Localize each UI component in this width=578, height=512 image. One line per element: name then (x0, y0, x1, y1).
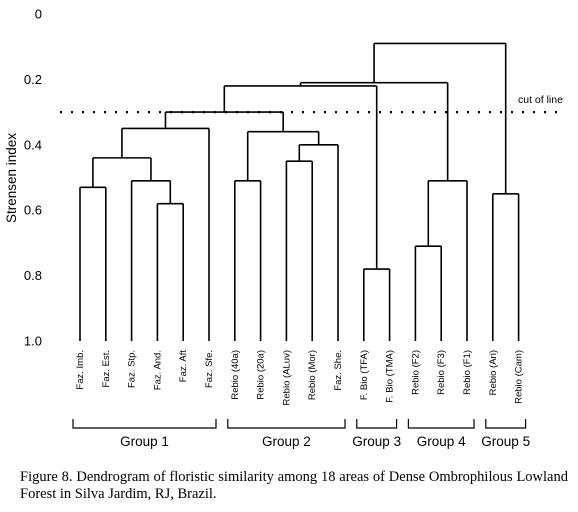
y-tick-label: 0 (35, 7, 42, 22)
group-label: Group 1 (120, 434, 169, 449)
dendrogram-chart: Strensen index 0 0.2 0.4 0.6 0.8 1.0 Faz. Imb… (4, 7, 563, 450)
leaf-label: Rebio (F1) (462, 350, 473, 395)
group-bracket (72, 419, 217, 429)
leaf-label: Rebio (F2) (410, 350, 421, 395)
leaf-label: Faz. And. (152, 350, 163, 390)
leaf-label: F. Bio (TMA) (385, 350, 396, 403)
group-bracket (227, 419, 346, 429)
leaf-label: Rebio (F3) (436, 350, 447, 395)
leaf-label: Rebio (Cam) (514, 350, 525, 404)
leaf-label: Faz. Imb. (75, 350, 86, 390)
y-tick-label: 0.8 (24, 268, 42, 283)
y-tick-label: 0.4 (24, 137, 42, 152)
y-axis-label: Strensen index (4, 133, 19, 223)
leaf-label: Faz. Stp. (127, 350, 138, 388)
y-tick-label: 1.0 (24, 334, 42, 349)
group-label: Group 5 (481, 434, 530, 449)
group-label: Group 4 (417, 434, 466, 449)
leaf-label: Rebio (Ari) (488, 350, 499, 395)
leaf-label: Rebio (ALuv) (281, 350, 292, 405)
cut-off-label: cut of line (518, 94, 563, 106)
group-bracket (407, 419, 475, 429)
leaf-label: Rebio (40a) (230, 350, 241, 400)
leaf-label: Rebio (Mor) (307, 350, 318, 400)
leaf-label: Faz. Aft (178, 350, 189, 383)
leaf-label: Rebio (20a) (256, 350, 267, 400)
figure-caption: Figure 8. Dendrogram of floristic simila… (20, 469, 568, 502)
group-bracket (356, 419, 398, 429)
y-tick-label: 0.6 (24, 203, 42, 218)
group-bracket (485, 419, 527, 429)
group-label: Group 2 (262, 434, 311, 449)
leaf-label: Faz. Sfe. (204, 350, 215, 388)
leaf-label: F. Bio (TFA) (359, 350, 370, 400)
group-label: Group 3 (352, 434, 401, 449)
y-tick-label: 0.2 (24, 72, 42, 87)
leaf-label: Faz. Est. (101, 350, 112, 387)
leaf-label: Faz. She. (333, 350, 344, 391)
